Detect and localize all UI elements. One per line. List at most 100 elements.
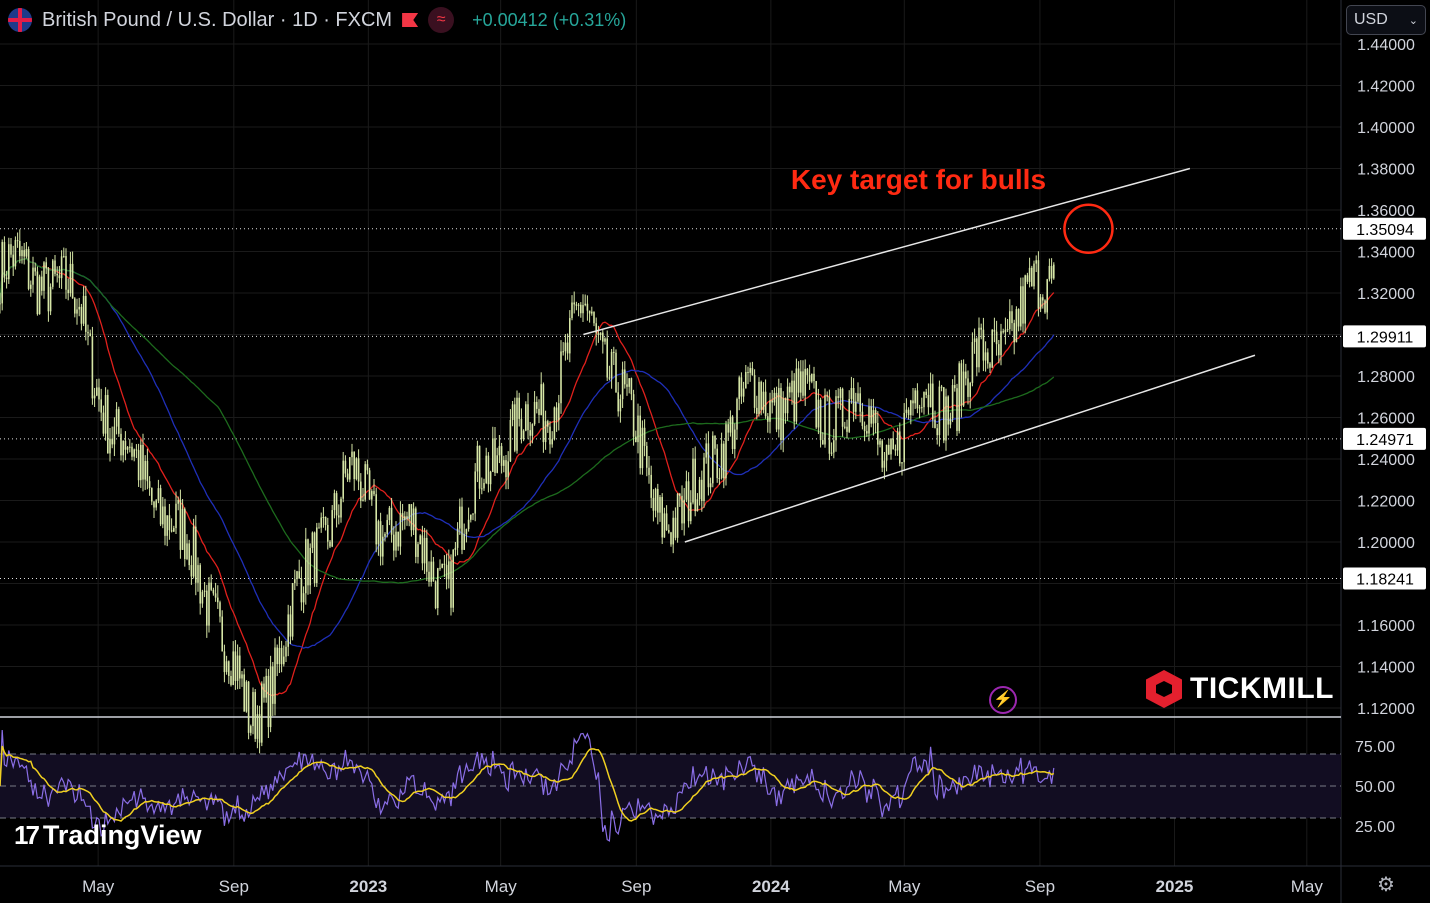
candle-body bbox=[848, 398, 850, 432]
candle-body bbox=[533, 401, 536, 425]
candle-body bbox=[571, 302, 573, 319]
candle-body bbox=[802, 371, 804, 396]
candle-body bbox=[80, 306, 83, 324]
candle-body bbox=[956, 388, 958, 431]
candle-body bbox=[276, 647, 278, 665]
price-level-tag bbox=[1343, 217, 1426, 240]
tickmill-logo-text: TICKMILL bbox=[1190, 672, 1334, 705]
candle-body bbox=[943, 387, 945, 441]
candle-body bbox=[320, 517, 322, 528]
candle-body bbox=[626, 384, 628, 387]
price-level-tag bbox=[1343, 567, 1426, 590]
tickmill-logo: TICKMILL bbox=[1146, 670, 1334, 708]
candle-body bbox=[800, 371, 802, 393]
candle-body bbox=[665, 513, 668, 531]
candle-body bbox=[357, 458, 360, 482]
candle-body bbox=[267, 675, 270, 728]
wave-icon[interactable]: ≈ bbox=[428, 7, 455, 33]
price-tick-label: 1.44000 bbox=[1357, 37, 1415, 54]
candle-body bbox=[186, 543, 188, 559]
candle-body bbox=[305, 539, 307, 594]
candle-body bbox=[100, 399, 102, 413]
candle-body bbox=[166, 515, 168, 536]
candle-body bbox=[773, 392, 776, 403]
candle-body bbox=[778, 387, 780, 430]
price-level-tags: 1.35094 1.29911 1.24971 1.18241 bbox=[1343, 217, 1426, 590]
rsi-indicator bbox=[0, 729, 1055, 842]
candle-body bbox=[736, 398, 738, 430]
candle-body bbox=[217, 597, 219, 603]
candle-body bbox=[940, 386, 943, 388]
candle-body bbox=[1044, 300, 1046, 313]
currency-select[interactable]: USD ⌄ bbox=[1346, 5, 1426, 35]
time-tick-label: 2025 bbox=[1156, 877, 1194, 896]
candle-body bbox=[833, 440, 835, 453]
candle-body bbox=[769, 400, 771, 422]
bolt-icon[interactable]: ⚡ bbox=[989, 686, 1017, 714]
candle-body bbox=[960, 363, 963, 406]
candle-body bbox=[639, 415, 641, 469]
price-level-value: 1.18241 bbox=[1356, 571, 1414, 588]
settings-gear-icon[interactable]: ⚙ bbox=[1377, 874, 1395, 896]
candle-body bbox=[813, 373, 815, 382]
candle-body bbox=[118, 409, 120, 434]
candle-body bbox=[283, 656, 285, 665]
trend-channel[interactable] bbox=[583, 167, 1256, 543]
candle-body bbox=[300, 578, 303, 603]
candle-body bbox=[764, 391, 767, 417]
candle-body bbox=[441, 563, 443, 568]
candle-body bbox=[791, 380, 793, 393]
price-tick-label: 1.24000 bbox=[1357, 452, 1415, 469]
candle-body bbox=[685, 481, 688, 500]
symbol-title[interactable]: British Pound / U.S. Dollar · 1D · FXCM bbox=[42, 8, 393, 31]
candle-body bbox=[1004, 329, 1007, 333]
candle-body bbox=[91, 336, 94, 399]
rsi-tick-label: 75.00 bbox=[1355, 739, 1395, 756]
candle-body bbox=[355, 458, 358, 480]
candle-body bbox=[916, 390, 919, 409]
candle-body bbox=[265, 675, 267, 698]
candle-body bbox=[465, 529, 468, 535]
candle-body bbox=[168, 515, 171, 531]
candle-body bbox=[54, 260, 56, 274]
candle-body bbox=[318, 527, 320, 529]
candle-body bbox=[382, 536, 384, 557]
candle-body bbox=[197, 565, 199, 583]
candle-body bbox=[584, 303, 586, 306]
candle-body bbox=[496, 455, 498, 473]
candle-body bbox=[962, 371, 965, 406]
candle-body bbox=[676, 493, 679, 538]
candle-body bbox=[151, 487, 153, 502]
candle-body bbox=[437, 568, 439, 609]
candle-body bbox=[544, 421, 547, 443]
candle-body bbox=[971, 342, 974, 383]
candle-body bbox=[78, 306, 80, 310]
target-marker[interactable]: Key target for bulls bbox=[791, 164, 1114, 255]
candle-body bbox=[936, 428, 938, 436]
candle-body bbox=[830, 452, 833, 454]
candle-body bbox=[518, 397, 520, 419]
tickmill-hex-icon bbox=[1146, 670, 1182, 708]
time-tick-label: May bbox=[82, 877, 115, 896]
time-axis[interactable]: May Sep 2023 May Sep 2024 May Sep 2025 May bbox=[82, 877, 1323, 896]
candle-body bbox=[421, 535, 424, 564]
price-tick-label: 1.20000 bbox=[1357, 535, 1415, 552]
candle-body bbox=[995, 331, 998, 345]
candle-body bbox=[221, 616, 223, 652]
candle-body bbox=[553, 407, 556, 440]
market-status-flag-icon[interactable] bbox=[402, 13, 419, 27]
candle-body bbox=[637, 415, 639, 443]
candle-body bbox=[793, 380, 795, 422]
candle-body bbox=[87, 331, 89, 334]
tradingview-logo-text: TradingView bbox=[42, 820, 202, 850]
candle-body bbox=[716, 448, 718, 479]
candle-body bbox=[817, 399, 820, 428]
candle-body bbox=[786, 386, 789, 414]
candle-body bbox=[203, 590, 206, 592]
candle-body bbox=[327, 524, 329, 542]
candle-body bbox=[322, 517, 325, 519]
candle-body bbox=[159, 488, 162, 525]
candle-body bbox=[195, 526, 197, 583]
candle-body bbox=[896, 431, 899, 451]
